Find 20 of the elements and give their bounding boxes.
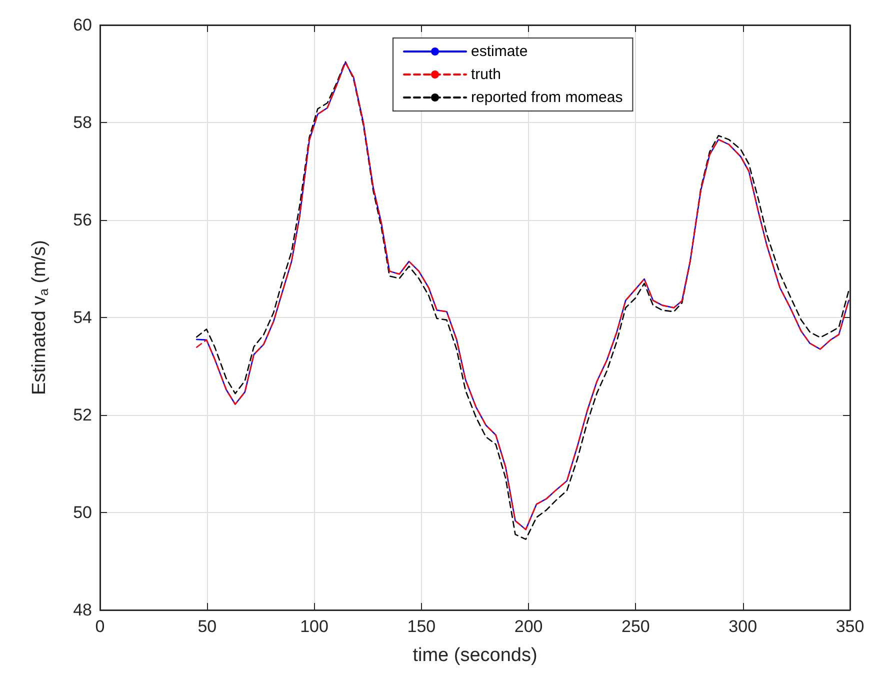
x-tick-label: 200 — [514, 617, 543, 636]
x-tick-label: 0 — [95, 617, 105, 636]
y-tick-label: 48 — [73, 600, 92, 620]
y-tick-label: 54 — [73, 308, 92, 327]
legend-label: truth — [471, 66, 502, 83]
x-tick-label: 100 — [300, 617, 328, 636]
x-tick-label: 250 — [622, 617, 650, 636]
y-tick-label: 50 — [73, 503, 92, 522]
x-tick-label: 350 — [836, 617, 864, 636]
y-tick-label: 60 — [73, 16, 92, 34]
y-tick-label: 58 — [73, 113, 92, 132]
x-axis-title: time (seconds) — [412, 645, 538, 666]
y-tick-label: 56 — [73, 210, 92, 230]
y-tick-label: 52 — [73, 406, 92, 424]
x-tick-label: 150 — [407, 617, 436, 636]
x-tick-label: 50 — [198, 617, 217, 636]
x-tick-label: 300 — [728, 617, 758, 636]
legend-label: estimate — [471, 43, 528, 60]
legend-label: reported from momeas — [471, 89, 623, 106]
y-axis-title: Estimated va (m/s) — [29, 240, 51, 396]
